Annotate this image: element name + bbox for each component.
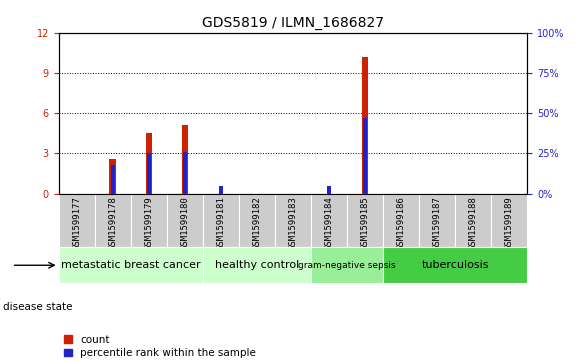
Legend: count, percentile rank within the sample: count, percentile rank within the sample (64, 335, 256, 358)
Bar (110, 159, 116, 194)
Text: GSM1599187: GSM1599187 (432, 196, 442, 250)
Text: GSM1599179: GSM1599179 (144, 196, 154, 250)
Text: disease state: disease state (3, 302, 73, 312)
Bar (182, 125, 188, 194)
Bar (59, 247, 203, 283)
Bar (131, 194, 167, 247)
Bar (239, 194, 275, 247)
Text: healthy control: healthy control (215, 260, 299, 270)
Bar (383, 247, 527, 283)
Bar (327, 185, 331, 194)
Text: GSM1599189: GSM1599189 (505, 196, 514, 250)
Bar (383, 194, 419, 247)
Bar (111, 165, 115, 194)
Text: metastatic breast cancer: metastatic breast cancer (61, 260, 200, 270)
Text: tuberculosis: tuberculosis (421, 260, 489, 270)
Bar (59, 194, 95, 247)
Text: GSM1599186: GSM1599186 (397, 196, 406, 250)
Text: GSM1599183: GSM1599183 (288, 196, 298, 250)
Bar (145, 133, 152, 194)
Text: GSM1599177: GSM1599177 (72, 196, 81, 250)
Text: GSM1599188: GSM1599188 (469, 196, 478, 250)
Bar (363, 118, 367, 194)
Bar (347, 194, 383, 247)
Bar (183, 152, 187, 194)
Bar (203, 194, 239, 247)
Text: GSM1599185: GSM1599185 (360, 196, 370, 250)
Bar (491, 194, 527, 247)
Bar (311, 247, 383, 283)
Text: gram-negative sepsis: gram-negative sepsis (298, 261, 396, 270)
Bar (419, 194, 455, 247)
Bar (219, 185, 223, 194)
Bar (146, 154, 151, 194)
Bar (167, 194, 203, 247)
Text: GSM1599180: GSM1599180 (180, 196, 189, 250)
Text: GSM1599178: GSM1599178 (108, 196, 117, 250)
Text: GSM1599184: GSM1599184 (325, 196, 333, 250)
Bar (275, 194, 311, 247)
Text: GSM1599182: GSM1599182 (253, 196, 261, 250)
Text: GSM1599181: GSM1599181 (216, 196, 226, 250)
Bar (362, 57, 369, 194)
Bar (95, 194, 131, 247)
Title: GDS5819 / ILMN_1686827: GDS5819 / ILMN_1686827 (202, 16, 384, 30)
Bar (455, 194, 491, 247)
Bar (311, 194, 347, 247)
Bar (203, 247, 311, 283)
